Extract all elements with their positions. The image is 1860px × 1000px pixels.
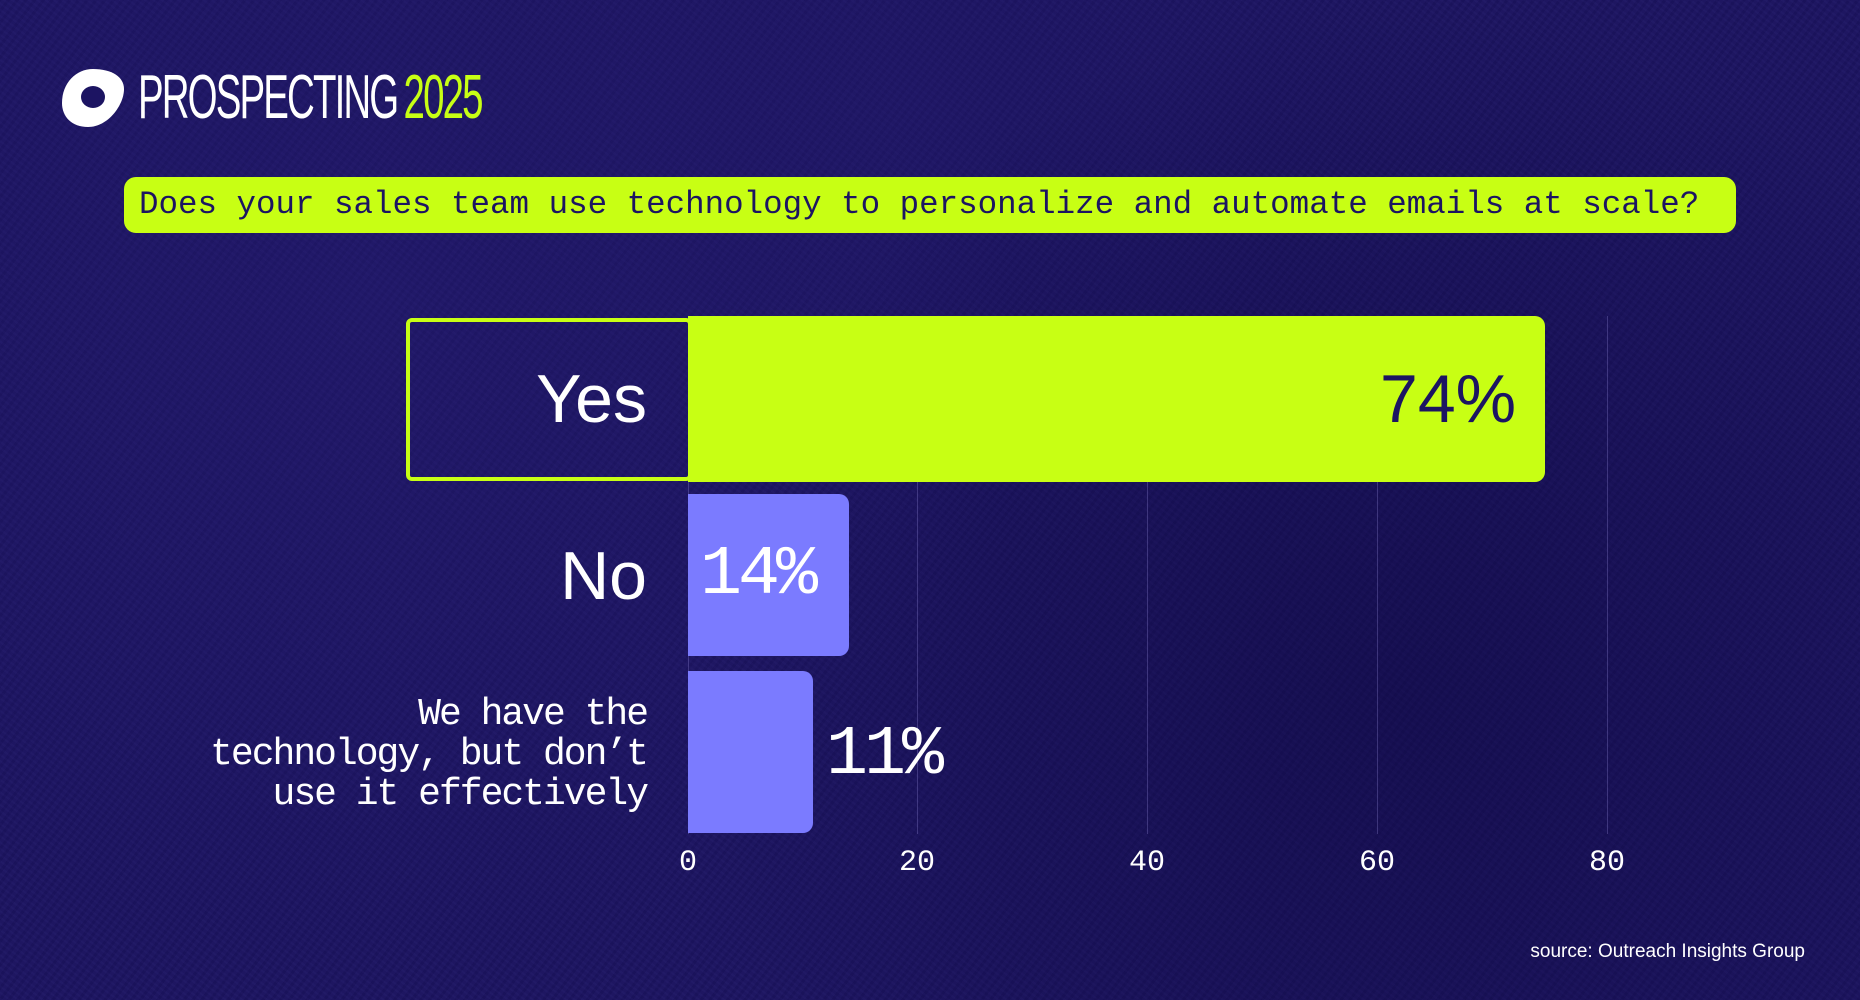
brand-title-word: PROSPECTING <box>138 63 399 132</box>
x-tick-0: 0 <box>678 846 697 880</box>
x-tick-40: 40 <box>1128 846 1165 880</box>
row-label-yes: Yes <box>536 361 647 437</box>
outreach-logo-icon <box>62 69 124 127</box>
gridline-40 <box>1147 316 1148 834</box>
brand-title-year: 2025 <box>403 63 484 132</box>
question-banner: Does your sales team use technology to p… <box>124 177 1736 233</box>
x-tick-80: 80 <box>1588 846 1625 880</box>
row-label-line-2: technology, but don’t <box>210 733 649 776</box>
gridline-20 <box>917 316 918 834</box>
brand-header: PROSPECTING 2025 <box>60 66 483 130</box>
bar-no <box>688 494 849 656</box>
gridline-80 <box>1607 316 1608 834</box>
value-label-ineffective: 11% <box>826 716 944 795</box>
value-label-no: 14% <box>700 536 818 615</box>
row-label-no: No <box>560 538 647 614</box>
row-label-line-1: We have the <box>418 693 649 736</box>
bar-yes <box>688 316 1545 482</box>
brand-title: PROSPECTING 2025 <box>138 63 484 132</box>
gridline-60 <box>1377 316 1378 834</box>
x-tick-60: 60 <box>1358 846 1395 880</box>
bar-ineffective <box>688 671 813 833</box>
source-attribution: source: Outreach Insights Group <box>1530 941 1805 962</box>
value-label-yes: 74% <box>1380 361 1517 437</box>
row-label-ineffective: We have the technology, but don’t use it… <box>210 693 649 816</box>
x-tick-20: 20 <box>898 846 935 880</box>
row-label-line-3: use it effectively <box>272 773 649 816</box>
